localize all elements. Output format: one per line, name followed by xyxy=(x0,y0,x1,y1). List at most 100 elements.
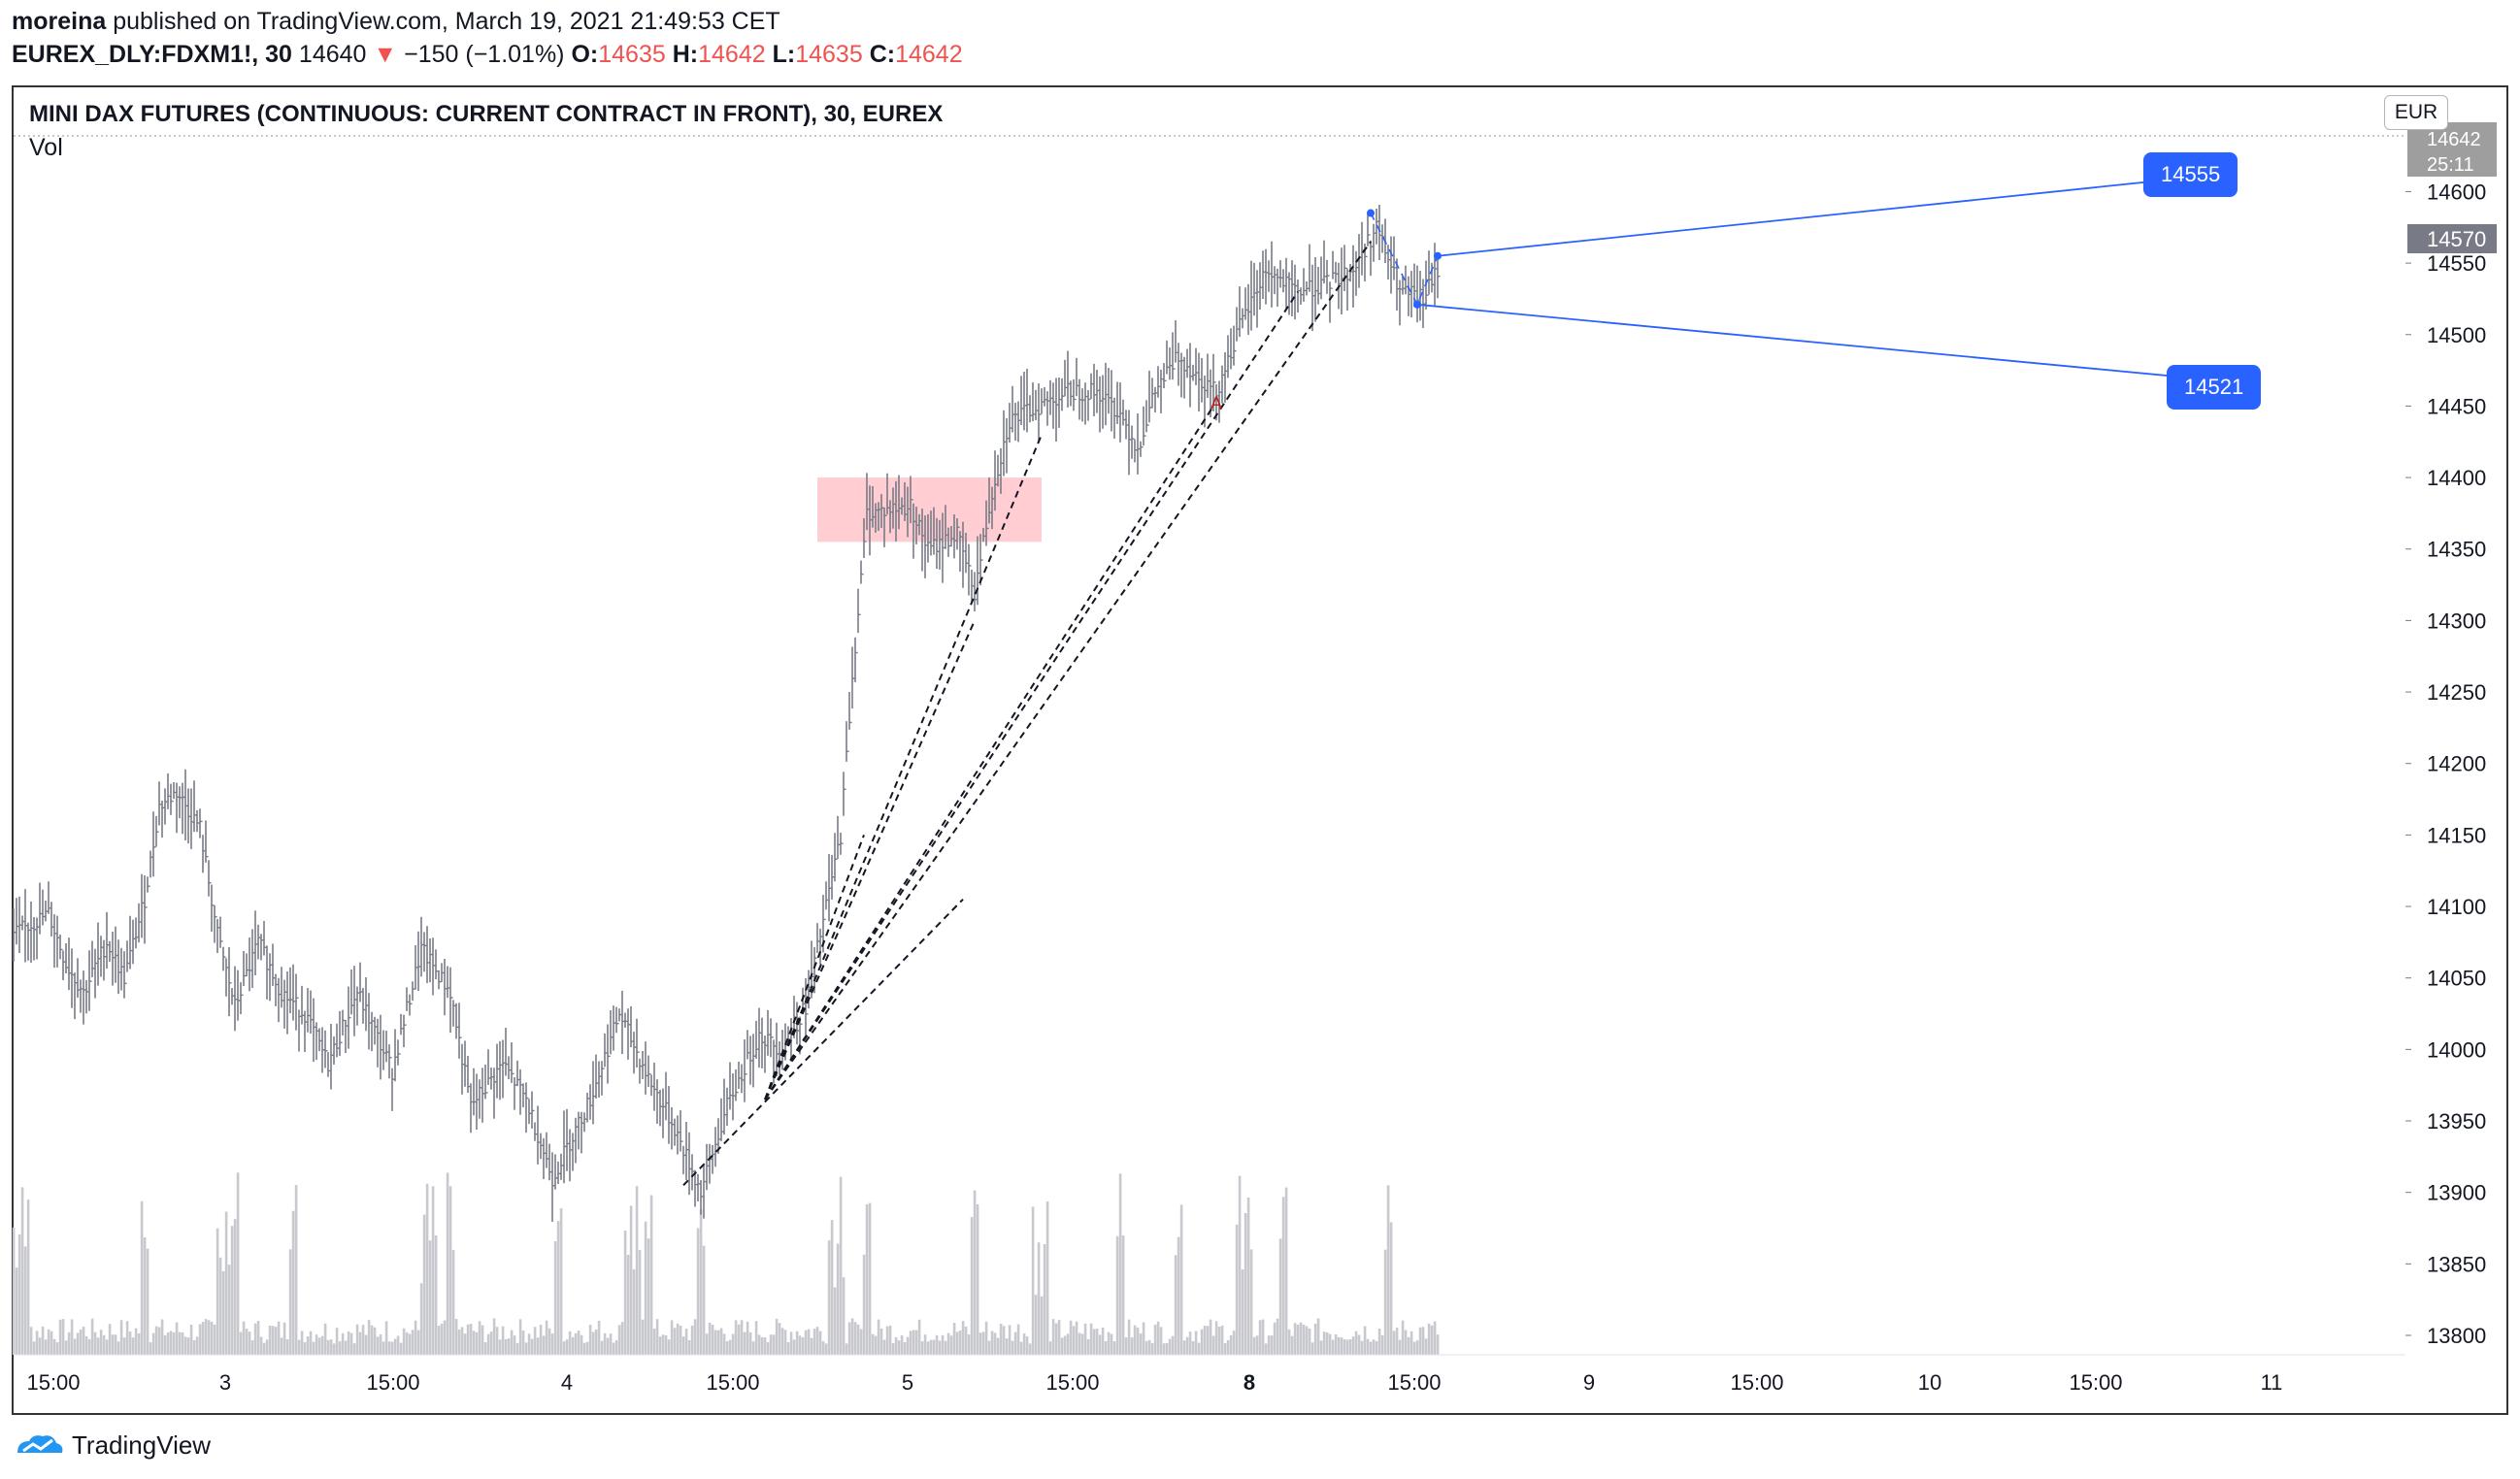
currency-selector[interactable]: EUR xyxy=(2384,95,2448,130)
volume-bar xyxy=(830,1220,834,1355)
tradingview-brand[interactable]: TradingView xyxy=(14,1430,211,1461)
volume-bar xyxy=(906,1336,910,1355)
volume-bar xyxy=(900,1334,904,1355)
volume-bar xyxy=(1427,1323,1431,1355)
volume-bar xyxy=(64,1340,68,1355)
volume-bar xyxy=(938,1340,942,1355)
volume-bar xyxy=(667,1339,671,1355)
resistance-zone[interactable] xyxy=(817,477,1042,542)
publication-line: moreina published on TradingView.com, Ma… xyxy=(12,8,780,36)
volume-bar xyxy=(1404,1330,1408,1355)
volume-bar xyxy=(1290,1335,1294,1355)
volume-bar xyxy=(1142,1322,1145,1355)
volume-bar xyxy=(1165,1342,1169,1355)
volume-bar xyxy=(1357,1334,1361,1355)
volume-bar xyxy=(597,1320,601,1355)
volume-bar xyxy=(746,1321,749,1355)
volume-bar xyxy=(1203,1325,1207,1355)
volume-bar xyxy=(632,1268,636,1355)
volume-bar xyxy=(274,1327,278,1355)
volume-bar xyxy=(1124,1337,1128,1355)
trend-line[interactable] xyxy=(764,619,976,1101)
volume-bar xyxy=(259,1336,263,1355)
callout-upper[interactable]: 14555 xyxy=(2143,152,2238,197)
trend-line[interactable] xyxy=(764,835,865,1101)
volume-bar xyxy=(265,1339,269,1355)
trend-line[interactable] xyxy=(764,434,1043,1101)
volume-bar xyxy=(1232,1331,1236,1355)
volume-bar xyxy=(647,1238,650,1355)
trend-line[interactable] xyxy=(764,405,1214,1101)
volume-bar xyxy=(317,1337,321,1355)
x-tick-label: 3 xyxy=(219,1370,231,1395)
x-tick-label: 15:00 xyxy=(706,1370,759,1395)
volume-bar xyxy=(961,1321,965,1355)
volume-bar xyxy=(23,1246,27,1355)
volume-bar xyxy=(591,1331,595,1355)
volume-bar xyxy=(1153,1324,1157,1355)
volume-bar xyxy=(629,1205,633,1355)
volume-bar xyxy=(55,1342,59,1355)
volume-bar xyxy=(1337,1336,1341,1355)
volume-bar xyxy=(888,1325,892,1355)
volume-bar xyxy=(1293,1323,1297,1355)
anchor-point[interactable] xyxy=(1434,251,1442,260)
callout-lower[interactable]: 14521 xyxy=(2167,365,2262,410)
author-name[interactable]: moreina xyxy=(12,8,107,35)
volume-bar xyxy=(1171,1335,1175,1355)
volume-bar xyxy=(181,1331,184,1355)
volume-bar xyxy=(1182,1340,1186,1355)
volume-bar xyxy=(877,1319,880,1355)
volume-bar xyxy=(61,1319,65,1355)
close-label: C: xyxy=(869,41,896,68)
volume-bar xyxy=(425,1183,429,1355)
volume-bar xyxy=(513,1335,516,1355)
volume-bar xyxy=(1118,1173,1122,1355)
volume-bar xyxy=(1063,1335,1067,1355)
volume-bar xyxy=(1322,1331,1326,1355)
anchor-point[interactable] xyxy=(1413,300,1421,309)
volume-bar xyxy=(1340,1337,1343,1355)
trend-line[interactable] xyxy=(682,898,964,1187)
volume-bar xyxy=(79,1330,83,1355)
volume-bar xyxy=(175,1322,179,1355)
volume-bar xyxy=(914,1330,918,1355)
volume-bar xyxy=(1069,1320,1073,1355)
volume-bar xyxy=(134,1328,138,1355)
volume-bar xyxy=(250,1340,254,1355)
countdown-text: 25:11 xyxy=(2427,154,2474,176)
volume-bar xyxy=(306,1336,310,1355)
volume-bar xyxy=(347,1331,350,1355)
volume-bar xyxy=(1075,1321,1078,1355)
projection-path[interactable] xyxy=(1370,213,1439,307)
callout-upper-connector xyxy=(1437,172,2237,257)
volume-bar xyxy=(1246,1197,1250,1355)
volume-bar xyxy=(827,1240,831,1355)
volume-bar xyxy=(926,1341,930,1355)
volume-bar xyxy=(1019,1341,1023,1355)
volume-bar xyxy=(1220,1326,1224,1355)
volume-bar xyxy=(277,1321,281,1355)
volume-bar xyxy=(50,1331,53,1355)
volume-bar xyxy=(807,1329,811,1355)
volume-bar xyxy=(1243,1213,1247,1355)
volume-bar xyxy=(530,1338,534,1355)
volume-bar xyxy=(466,1324,470,1355)
volume-bar xyxy=(114,1334,117,1355)
volume-bar xyxy=(1430,1325,1434,1355)
volume-bar xyxy=(856,1324,860,1355)
volume-bar xyxy=(1043,1244,1046,1355)
volume-bar xyxy=(1383,1249,1387,1355)
volume-bar xyxy=(1025,1335,1029,1355)
trend-line[interactable] xyxy=(764,241,1372,1101)
volume-bar xyxy=(12,1227,16,1355)
trend-line[interactable] xyxy=(764,291,1299,1101)
anchor-point[interactable] xyxy=(1367,209,1375,217)
volume-bar xyxy=(536,1337,540,1355)
volume-bar xyxy=(387,1341,391,1355)
volume-bar xyxy=(716,1330,720,1355)
published-text: published on TradingView.com, March 19, … xyxy=(113,8,780,35)
volume-bar xyxy=(262,1342,266,1355)
volume-bar xyxy=(603,1332,607,1355)
